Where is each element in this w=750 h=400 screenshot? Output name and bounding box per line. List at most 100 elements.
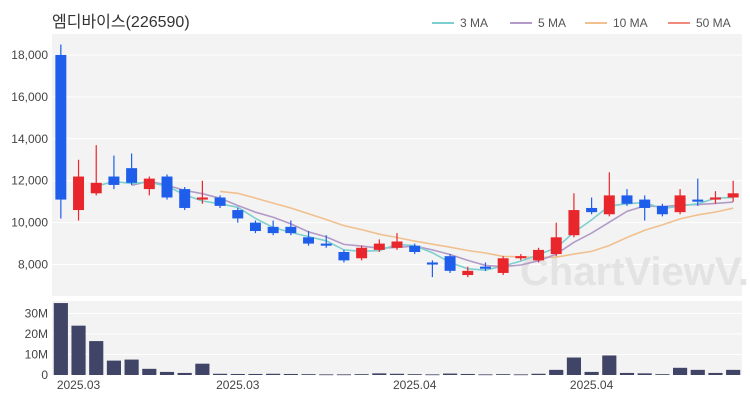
volume-bar (177, 372, 192, 375)
volume-bar (496, 374, 511, 375)
legend-label: 5 MA (538, 16, 566, 30)
candle-body (515, 256, 527, 259)
price-tick-label: 8,000 (18, 258, 48, 272)
volume-bar (584, 371, 599, 375)
candle-body (285, 226, 297, 234)
volume-bar (213, 373, 228, 375)
candle-body (550, 237, 562, 255)
candle-body (55, 54, 67, 200)
candle-body (692, 199, 704, 202)
volume-tick-label: 0 (41, 368, 48, 382)
ma10-line (220, 190, 734, 259)
candle-body (73, 176, 85, 211)
price-tick-label: 16,000 (11, 90, 48, 104)
candle-body (373, 243, 385, 250)
volume-bar (142, 368, 157, 375)
candle-body (444, 256, 456, 271)
candle-body (108, 176, 120, 185)
volume-bar (460, 373, 475, 375)
volume-bar (159, 371, 175, 375)
price-tick-label: 12,000 (11, 174, 48, 188)
candle-body (338, 251, 350, 261)
candle-body (143, 178, 155, 190)
candle-body (462, 270, 474, 276)
x-tick-label: 2025.04 (393, 378, 437, 392)
candle-body (426, 262, 438, 265)
volume-bar (726, 369, 741, 375)
candle-body (497, 258, 509, 273)
candle-body (568, 210, 580, 236)
candle-body (479, 266, 491, 269)
volume-tick-label: 20M (25, 327, 48, 341)
volume-bar (407, 374, 422, 375)
candle-body (126, 168, 138, 183)
candle-body (603, 195, 615, 215)
candle-body (533, 249, 545, 261)
volume-bar (566, 357, 581, 375)
volume-bar (124, 359, 139, 375)
volume-axis-ticks: 0 10M 20M 30M (25, 306, 49, 382)
legend-label: 3 MA (460, 16, 488, 30)
candle-body (196, 197, 208, 200)
price-tick-label: 10,000 (11, 216, 48, 230)
candle-body (409, 245, 421, 252)
volume-bar (106, 360, 121, 375)
volume-bar (372, 373, 387, 375)
candle-body (249, 222, 261, 232)
volume-bar (602, 355, 617, 375)
candles (55, 44, 739, 278)
price-tick-label: 14,000 (11, 132, 48, 146)
volume-bar (230, 373, 245, 375)
volume-bar (354, 374, 369, 375)
volume-plot-area (52, 301, 742, 375)
volume-bar (71, 325, 86, 375)
candle-body (586, 207, 598, 213)
price-axis-ticks: 8,000 10,000 12,000 14,000 16,000 18,000 (11, 48, 48, 272)
x-axis-ticks: 2025.03 2025.03 2025.04 2025.04 (57, 378, 614, 392)
candle-body (232, 210, 244, 219)
volume-bar (531, 373, 546, 375)
volume-bar (619, 372, 635, 375)
candle-body (179, 189, 191, 208)
volume-bar (53, 303, 68, 375)
volume-bar (637, 373, 652, 375)
volume-tick-label: 10M (25, 347, 48, 361)
candle-body (674, 195, 686, 213)
volume-bar (266, 373, 281, 375)
candle-body (214, 197, 226, 206)
candle-body (391, 241, 403, 248)
volume-bar (655, 374, 670, 375)
candle-body (90, 182, 102, 194)
candle-body (303, 237, 315, 244)
volume-bar (301, 374, 316, 375)
legend-label: 10 MA (613, 16, 648, 30)
volume-bar (319, 374, 334, 376)
volume-bar (283, 373, 298, 375)
x-tick-label: 2025.04 (570, 378, 614, 392)
volume-bar (389, 373, 405, 375)
volume-tick-label: 30M (25, 306, 48, 320)
volume-bar (690, 369, 705, 375)
candle-body (161, 176, 173, 198)
volume-bar (89, 341, 104, 375)
volume-bar (425, 374, 440, 376)
price-tick-label: 18,000 (11, 48, 48, 62)
volume-bar (673, 367, 688, 375)
x-tick-label: 2025.03 (216, 378, 260, 392)
volume-bar (708, 372, 723, 375)
candle-body (709, 197, 721, 200)
candle-body (656, 205, 668, 215)
volume-bar (478, 374, 493, 376)
candle-body (267, 226, 279, 234)
candle-body (639, 199, 651, 208)
candle-body (356, 247, 368, 259)
chart-title: 엠디바이스(226590) (52, 13, 190, 31)
volume-bar (443, 373, 458, 375)
candle-body (320, 243, 332, 246)
volume-bar (549, 369, 564, 375)
x-tick-label: 2025.03 (57, 378, 101, 392)
volume-bars (53, 303, 741, 376)
legend: 3 MA 5 MA 10 MA 50 MA (432, 16, 731, 30)
candle-body (621, 195, 633, 204)
volume-bar (336, 374, 351, 376)
